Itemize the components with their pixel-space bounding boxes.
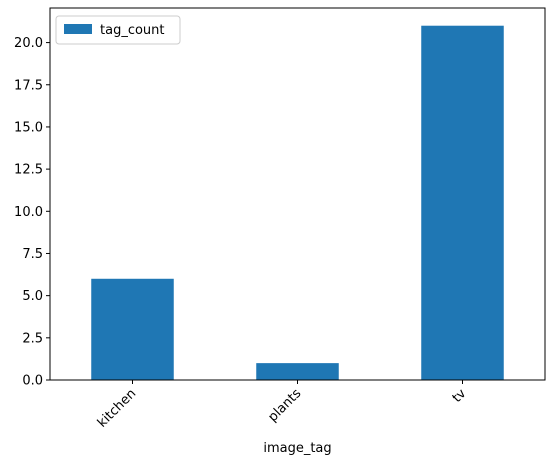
x-tick-label: tv [450, 386, 470, 406]
bar-tv [421, 25, 504, 380]
y-tick-label: 12.5 [14, 163, 43, 178]
y-tick-label: 15.0 [14, 120, 43, 135]
y-tick-label: 10.0 [14, 205, 43, 220]
x-tick-label: kitchen [95, 386, 139, 430]
y-tick-label: 20.0 [14, 36, 43, 51]
y-tick-label: 0.0 [22, 374, 43, 389]
y-tick-label: 5.0 [22, 289, 43, 304]
y-tick-label: 17.5 [14, 78, 43, 93]
x-axis-label: image_tag [263, 441, 331, 456]
bars [91, 25, 504, 380]
bar-kitchen [91, 278, 174, 380]
axes-frame [49, 7, 546, 381]
bar-plants [256, 363, 339, 380]
x-tick-label: plants [265, 386, 304, 425]
legend: tag_count [55, 15, 181, 45]
legend-label: tag_count [100, 23, 165, 38]
legend-swatch [64, 24, 92, 34]
y-axis-ticks: 0.0 2.5 5.0 7.5 10.0 12.5 15.0 17.5 20.0 [14, 36, 50, 389]
x-axis-ticks: kitchen plants tv [95, 380, 470, 431]
legend-box [55, 15, 181, 45]
y-tick-label: 2.5 [22, 331, 43, 346]
y-tick-label: 7.5 [22, 247, 43, 262]
